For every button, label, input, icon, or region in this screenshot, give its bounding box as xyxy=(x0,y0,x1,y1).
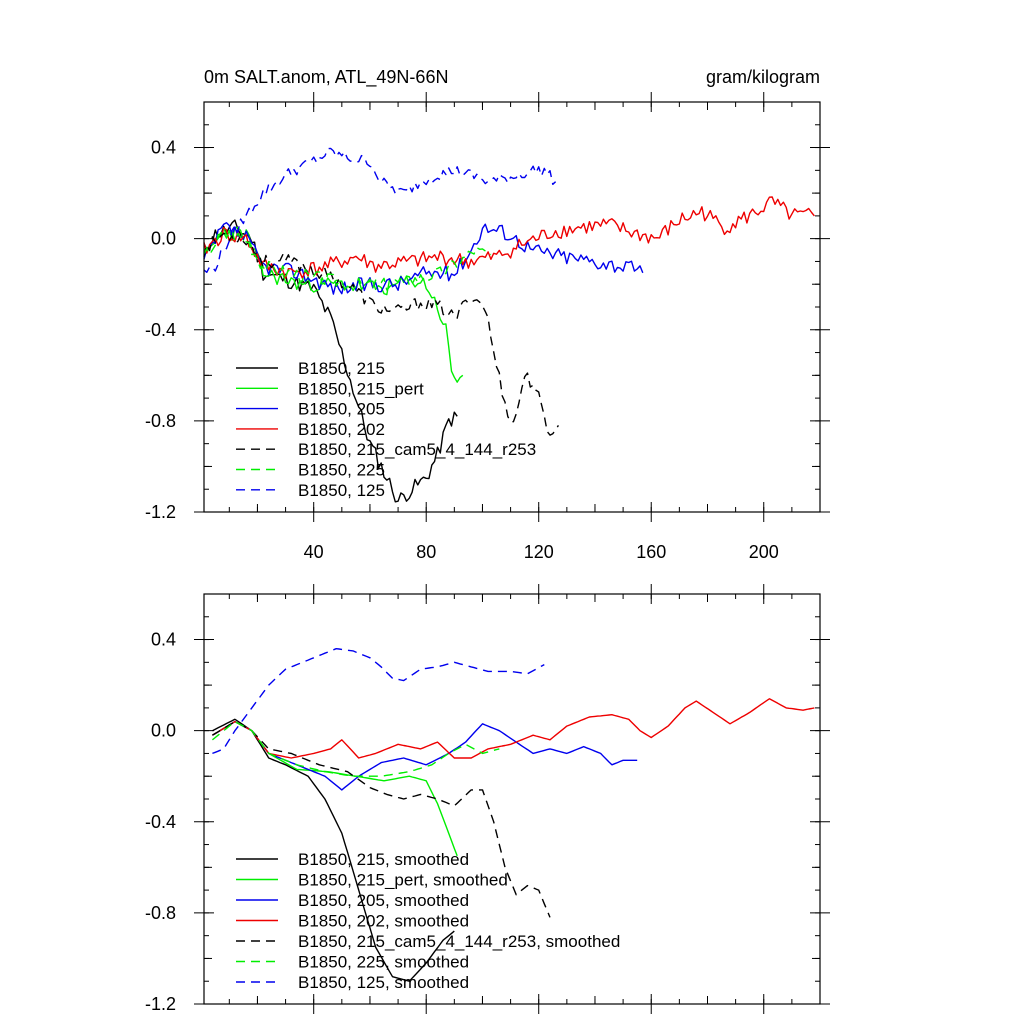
x-tick-label: 40 xyxy=(304,542,324,562)
legend-label-2: B1850, 215_pert xyxy=(298,379,424,398)
legend-label-1: B1850, 215 xyxy=(298,359,385,378)
legend-label-6: B1850, 225 xyxy=(298,461,385,480)
legend-label-4: B1850, 202, smoothed xyxy=(298,912,469,931)
series-line-3 xyxy=(203,222,644,295)
legend-label-4: B1850, 202 xyxy=(298,420,385,439)
x-tick-label: 120 xyxy=(524,542,554,562)
y-tick-label: -1.2 xyxy=(145,502,176,522)
y-tick-label: 0.4 xyxy=(151,138,176,158)
legend-label-7: B1850, 125 xyxy=(298,481,385,500)
legend-label-6: B1850, 225, smoothed xyxy=(298,953,469,972)
y-tick-label: 0.4 xyxy=(151,630,176,650)
legend-label-5: B1850, 215_cam5_4_144_r253, smoothed xyxy=(298,932,620,951)
series-line-5 xyxy=(212,720,551,918)
series-line-7 xyxy=(212,648,545,755)
y-tick-label: 0.0 xyxy=(151,229,176,249)
legend-label-3: B1850, 205 xyxy=(298,400,385,419)
bottom-panel: 0.4 0.0 -0.4 -0.8 -1.2 B1850, 215, smoothed B… xyxy=(145,584,830,1014)
series-line-6 xyxy=(211,720,500,777)
series-line-4 xyxy=(212,698,815,759)
y-tick-label: 0.0 xyxy=(151,721,176,741)
y-tick-label: -0.8 xyxy=(145,411,176,431)
series-line-7 xyxy=(203,147,557,273)
legend-label-3: B1850, 205, smoothed xyxy=(298,891,469,910)
legend-label-2: B1850, 215_pert, smoothed xyxy=(298,871,508,890)
series-line-6 xyxy=(203,227,492,292)
x-tick-label: 80 xyxy=(416,542,436,562)
legend-label-1: B1850, 215, smoothed xyxy=(298,850,469,869)
series-line-2 xyxy=(212,720,458,857)
y-tick-label: -1.2 xyxy=(145,994,176,1014)
legend-label-5: B1850, 215_cam5_4_144_r253 xyxy=(298,440,536,459)
series-line-5 xyxy=(203,232,559,436)
series-line-4 xyxy=(203,196,815,279)
chart-title-left: 0m SALT.anom, ATL_49N-66N xyxy=(204,67,448,88)
series-line-3 xyxy=(212,720,638,791)
y-tick-label: -0.4 xyxy=(145,320,176,340)
x-tick-label: 160 xyxy=(636,542,666,562)
y-tick-label: -0.8 xyxy=(145,903,176,923)
x-tick-label: 200 xyxy=(749,542,779,562)
chart-title-units: gram/kilogram xyxy=(706,67,820,87)
y-tick-label: -0.4 xyxy=(145,812,176,832)
top-panel: 0m SALT.anom, ATL_49N-66N gram/kilogram … xyxy=(145,67,830,562)
legend-label-7: B1850, 125, smoothed xyxy=(298,973,469,992)
series-line-2 xyxy=(203,226,464,383)
